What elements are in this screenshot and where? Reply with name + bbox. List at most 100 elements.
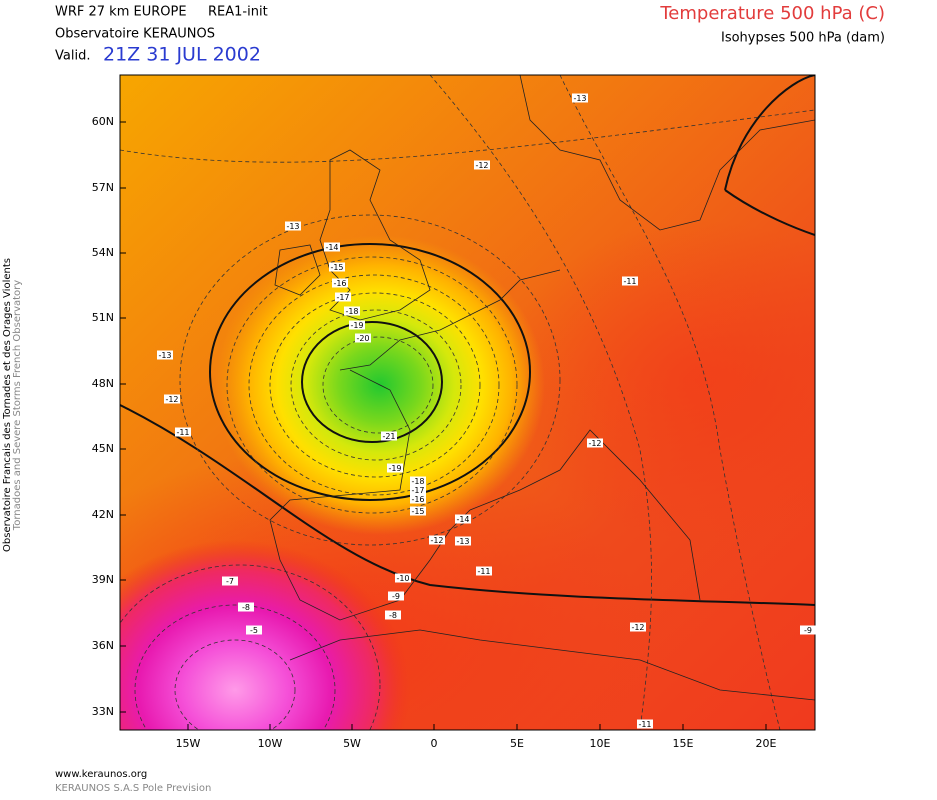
contour-label-text: -17 (336, 293, 349, 302)
contour-label-text: -13 (573, 94, 586, 103)
contour-label-text: -9 (804, 626, 812, 635)
contour-label-text: -7 (226, 577, 234, 586)
contour-label: -11 (476, 566, 492, 576)
coastline (519, 75, 815, 231)
contour-label-box (332, 278, 348, 288)
contour-label-text: -14 (325, 243, 338, 252)
map-field (120, 75, 815, 730)
contour-label-text: -14 (456, 515, 469, 524)
lon-label: 5E (510, 737, 524, 750)
contour-label-box (622, 276, 638, 286)
lon-label: 10W (258, 737, 283, 750)
isotherm (429, 75, 652, 730)
contour-label-box (455, 536, 471, 546)
contour-label-box (395, 573, 411, 583)
contour-label-box (630, 622, 646, 632)
contour-label: -10 (395, 573, 411, 583)
contour-label: -12 (630, 622, 646, 632)
contour-label-box (164, 394, 180, 404)
contour-label-box (572, 93, 588, 103)
isotherm (226, 256, 518, 514)
valid-prefix: Valid. (55, 49, 90, 64)
lat-label: 54N (92, 246, 114, 259)
lat-label: 42N (92, 508, 114, 521)
lon-label: 0 (431, 737, 438, 750)
contour-label: -11 (175, 427, 191, 437)
contour-label: -16 (410, 494, 426, 504)
contour-label-text: -12 (475, 161, 488, 170)
contour-label: -15 (410, 506, 426, 516)
contour-label-box (410, 485, 426, 495)
lon-label: 20E (756, 737, 777, 750)
contour-label-text: -21 (382, 432, 395, 441)
contour-label: -16 (332, 278, 348, 288)
contour-label: -11 (622, 276, 638, 286)
contour-label: -13 (572, 93, 588, 103)
contour-label-text: -15 (330, 263, 343, 272)
contour-label-text: -11 (638, 720, 651, 729)
contour-label-box (329, 262, 345, 272)
isotherm (248, 274, 500, 496)
footer-website: www.keraunos.org (55, 769, 147, 780)
coastline (469, 429, 701, 601)
contour-label-text: -17 (411, 486, 424, 495)
contour-label: -8 (385, 610, 401, 620)
contour-label: -14 (324, 242, 340, 252)
isotherms (120, 75, 815, 730)
isohypse (120, 404, 815, 606)
contour-label: -12 (429, 535, 445, 545)
contour-label-box (429, 535, 445, 545)
lat-label: 33N (92, 705, 114, 718)
contour-label-text: -13 (456, 537, 469, 546)
isohypse (724, 75, 815, 191)
contour-label-text: -9 (392, 592, 400, 601)
model-name: WRF 27 km EUROPE (55, 5, 187, 20)
contour-label-box (410, 494, 426, 504)
contour-label: -12 (587, 438, 603, 448)
contour-labels: -13-12-13-14-15-16-17-18-19-20-13-12-11-… (157, 93, 816, 729)
contour-label: -5 (246, 625, 262, 635)
coastline (269, 369, 471, 621)
coastline (274, 244, 321, 296)
contour-label-box (246, 625, 262, 635)
lat-label: 60N (92, 115, 114, 128)
contour-label: -21 (381, 431, 397, 441)
contour-label: -15 (329, 262, 345, 272)
contour-label-box (285, 221, 301, 231)
contour-label-box (157, 350, 173, 360)
contour-label-box (238, 602, 254, 612)
side-title: Observatoire Francais des Tornades et de… (2, 258, 13, 552)
contour-label-box (175, 427, 191, 437)
isotherm (134, 604, 336, 730)
contour-label-box (800, 625, 816, 635)
isotherm (269, 292, 481, 478)
contour-label: -14 (455, 514, 471, 524)
contour-label-text: -13 (286, 222, 299, 231)
contour-label-box (387, 463, 403, 473)
field-subtitle: Isohypses 500 hPa (dam) (721, 31, 885, 46)
contour-label: -13 (285, 221, 301, 231)
lat-label: 57N (92, 181, 114, 194)
isotherm (120, 109, 815, 163)
contour-label-box (385, 610, 401, 620)
contour-label: -8 (238, 602, 254, 612)
contour-label-text: -10 (396, 574, 409, 583)
lat-label: 45N (92, 442, 114, 455)
contour-label-text: -5 (250, 626, 258, 635)
contour-label-text: -8 (389, 611, 397, 620)
isotherm (290, 309, 462, 461)
contour-label-box (349, 320, 365, 330)
contour-label-box (388, 591, 404, 601)
isohypse (724, 189, 815, 236)
contour-label-box (344, 306, 360, 316)
contour-label-box (455, 514, 471, 524)
contour-label-text: -12 (631, 623, 644, 632)
contour-label-text: -16 (333, 279, 346, 288)
lon-label: 15W (176, 737, 201, 750)
contour-label-text: -12 (588, 439, 601, 448)
side-subtitle: Tornadoes and Severe Storms French Obser… (12, 280, 23, 531)
contour-label-box (381, 431, 397, 441)
lon-label: 5W (343, 737, 361, 750)
isotherm (120, 564, 381, 730)
contour-label: -20 (355, 333, 371, 343)
